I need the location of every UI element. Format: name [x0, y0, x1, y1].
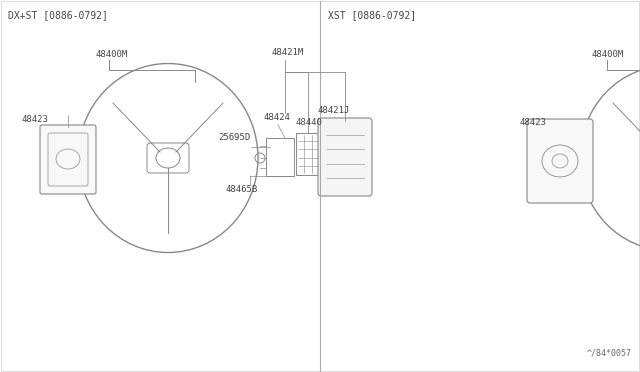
FancyBboxPatch shape [527, 119, 593, 203]
Text: ^/84*0057: ^/84*0057 [587, 349, 632, 358]
Text: 48423: 48423 [22, 115, 49, 124]
Text: DX+ST [0886-0792]: DX+ST [0886-0792] [8, 10, 108, 20]
Text: 48423: 48423 [520, 118, 547, 127]
Text: 48400M: 48400M [95, 50, 127, 59]
Text: 48465B: 48465B [225, 185, 257, 194]
Text: 48400M: 48400M [592, 50, 624, 59]
Text: 48424: 48424 [263, 113, 290, 122]
Text: 25695D: 25695D [218, 133, 250, 142]
Bar [296, 133, 320, 175]
Bar [266, 138, 294, 176]
Text: XST [0886-0792]: XST [0886-0792] [328, 10, 416, 20]
Text: 48421M: 48421M [272, 48, 304, 57]
Text: 48440: 48440 [295, 118, 322, 127]
FancyBboxPatch shape [40, 125, 96, 194]
FancyBboxPatch shape [318, 118, 372, 196]
Text: 48421J: 48421J [318, 106, 350, 115]
